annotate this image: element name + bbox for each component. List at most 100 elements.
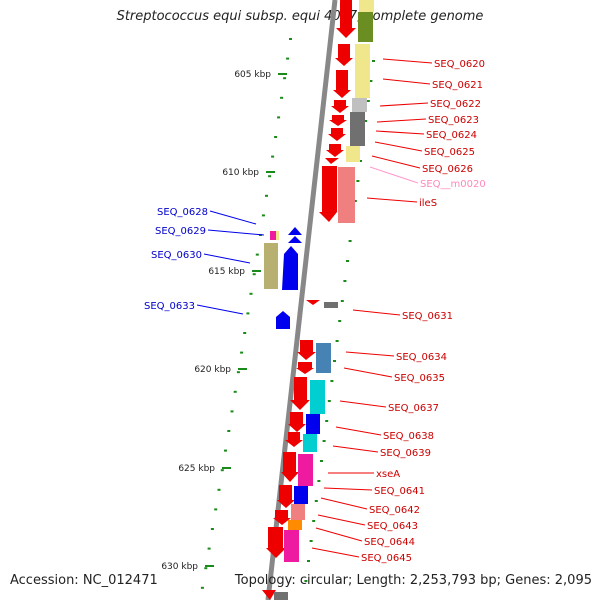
track-dot	[320, 460, 323, 462]
leader-line	[382, 78, 431, 85]
cog-block	[359, 0, 374, 12]
gene-label[interactable]: SEQ_0622	[430, 99, 481, 110]
gene-arrow[interactable]	[282, 246, 298, 290]
leader-line	[366, 197, 418, 203]
scale-dot	[207, 547, 211, 550]
scale-dot	[261, 214, 265, 217]
gene-arrow[interactable]	[333, 70, 351, 98]
leader-line	[376, 118, 427, 123]
gene-label[interactable]: SEQ__m0020	[420, 179, 486, 190]
scale-dot	[217, 488, 221, 491]
leader-line	[311, 547, 360, 558]
gene-label[interactable]: SEQ_0634	[396, 352, 447, 363]
gene-label[interactable]: SEQ_0642	[369, 505, 420, 516]
gene-arrow[interactable]	[328, 128, 346, 141]
cog-block	[298, 454, 313, 486]
scale-label: 610 kbp	[222, 168, 259, 178]
track-dot	[327, 400, 331, 402]
gene-arrow[interactable]	[266, 527, 286, 558]
cog-block	[324, 302, 338, 308]
track-dot	[353, 200, 357, 202]
gene-arrow[interactable]	[262, 590, 276, 600]
cog-block	[294, 486, 308, 504]
gene-arrow[interactable]	[326, 144, 344, 157]
gene-label[interactable]: SEQ_0626	[422, 164, 473, 175]
gene-arrow[interactable]	[335, 44, 353, 66]
gene-label[interactable]: SEQ_0621	[432, 80, 483, 91]
gene-label[interactable]: SEQ_0624	[426, 130, 477, 141]
leader-line	[335, 426, 382, 436]
track-dot	[333, 360, 336, 362]
gene-label[interactable]: SEQ_0633	[144, 301, 195, 312]
scale-dot	[243, 332, 247, 334]
gene-arrow[interactable]	[290, 377, 310, 410]
track-dot	[369, 80, 373, 82]
gene-label[interactable]: SEQ_0620	[434, 59, 485, 70]
gene-arrow[interactable]	[336, 0, 356, 38]
right-leader-lines	[311, 58, 433, 558]
track-dot	[338, 320, 342, 322]
gene-arrow[interactable]	[325, 158, 339, 164]
leader-line	[371, 155, 421, 169]
gene-arrow[interactable]	[329, 115, 347, 126]
forward-genes	[262, 0, 356, 600]
track-dot	[325, 420, 329, 422]
scale-dot	[204, 567, 208, 570]
gene-arrow[interactable]	[288, 236, 302, 243]
scale-dot	[271, 155, 275, 158]
scale-dot	[227, 430, 231, 432]
scale-dot	[210, 528, 214, 530]
gene-arrow[interactable]	[306, 300, 320, 305]
track-dot	[359, 160, 362, 162]
leader-line	[352, 309, 401, 316]
gene-arrow[interactable]	[276, 311, 290, 329]
gene-arrow[interactable]	[331, 100, 349, 113]
gene-arrow[interactable]	[288, 412, 306, 432]
gene-arrow[interactable]	[285, 432, 303, 447]
gene-label[interactable]: SEQ_0625	[424, 147, 475, 158]
gene-label[interactable]: SEQ_0644	[364, 537, 415, 548]
gene-label[interactable]: SEQ_0637	[388, 403, 439, 414]
gene-label[interactable]: SEQ_0635	[394, 373, 445, 384]
gene-label[interactable]: SEQ_0638	[383, 431, 434, 442]
track-dot	[314, 500, 318, 502]
leader-line	[379, 102, 429, 107]
right-labels: SEQ_0620 SEQ_0621 SEQ_0622 SEQ_0623 SEQ_…	[361, 59, 486, 564]
gene-arrow[interactable]	[273, 510, 291, 525]
gene-arrow[interactable]	[296, 362, 314, 374]
leader-line	[369, 166, 419, 184]
gene-label[interactable]: SEQ_0628	[157, 207, 208, 218]
gene-label[interactable]: SEQ_0629	[155, 226, 206, 237]
track-dot	[366, 100, 370, 102]
gene-arrow[interactable]	[281, 452, 299, 482]
gene-arrow[interactable]	[297, 340, 316, 360]
scale-dot	[280, 96, 284, 99]
scale-dot	[224, 449, 227, 452]
accession-text: Accession: NC_012471	[10, 573, 158, 588]
cog-block	[303, 434, 317, 452]
scale-dot	[220, 469, 224, 472]
gene-label[interactable]: SEQ_0631	[402, 311, 453, 322]
scale-dot	[200, 586, 204, 589]
track-dot	[340, 300, 344, 302]
gene-label[interactable]: SEQ_0643	[367, 521, 418, 532]
gene-label[interactable]: SEQ_0645	[361, 553, 412, 564]
gene-arrow[interactable]	[277, 485, 295, 508]
gene-label[interactable]: SEQ_0639	[380, 448, 431, 459]
gene-label[interactable]: ileS	[419, 198, 437, 209]
gene-arrow[interactable]	[319, 166, 337, 222]
cog-block	[316, 343, 331, 373]
gene-arrow[interactable]	[288, 227, 302, 235]
gene-label[interactable]: xseA	[376, 469, 400, 480]
gene-label[interactable]: SEQ_0641	[374, 486, 425, 497]
cog-block	[306, 414, 320, 434]
cog-block	[276, 231, 279, 240]
gene-label[interactable]: SEQ_0630	[151, 250, 202, 261]
leader-line	[203, 253, 251, 264]
leader-line	[345, 351, 395, 357]
gene-label[interactable]: SEQ_0623	[428, 115, 479, 126]
track-dot	[335, 340, 339, 342]
leader-line	[209, 210, 257, 225]
left-labels: SEQ_0628 SEQ_0629 SEQ_0630 SEQ_0633	[144, 207, 208, 312]
